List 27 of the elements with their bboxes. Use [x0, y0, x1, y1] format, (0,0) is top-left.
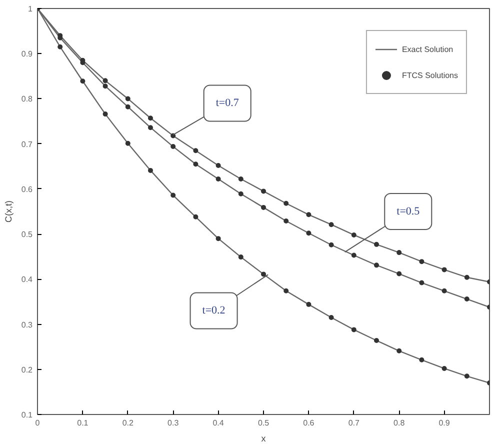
annotation: t=0.7	[216, 97, 240, 110]
x-tick-label: 0.9	[438, 418, 450, 428]
x-tick-label: 0	[35, 418, 40, 428]
x-axis-title: x	[261, 434, 266, 444]
x-tick-label: 0.4	[212, 418, 224, 428]
y-tick-label: 0.9	[21, 50, 34, 59]
x-tick-label: 0.2	[122, 418, 134, 428]
y-tick-label: 0.8	[21, 94, 34, 104]
y-tick-label: 1	[28, 4, 34, 14]
x-tick-label: 0.6	[303, 418, 315, 428]
y-axis-title: C(x,t)	[3, 200, 14, 222]
y-tick-label: 0.3	[21, 320, 34, 330]
y-tick-label: 0.4	[21, 275, 34, 284]
x-tick-label: 0.5	[258, 418, 270, 428]
y-tick-label: 0.2	[21, 365, 34, 374]
x-tick-label: 0.1	[77, 418, 89, 428]
x-tick-label: 0.8	[394, 418, 406, 428]
y-tick-label: 0.1	[21, 410, 34, 420]
legend-label: Exact Solution	[402, 44, 454, 54]
x-tick-label: 0.7	[348, 418, 360, 428]
annotation: t=0.5	[396, 206, 420, 218]
legend-label: FTCS Solutions	[402, 70, 458, 80]
y-tick-label: 0.6	[21, 184, 34, 194]
annotation: t=0.2	[202, 304, 226, 317]
x-tick-label: 0.3	[168, 418, 180, 428]
y-tick-label: 0.7	[21, 140, 34, 149]
y-tick-label: 0.5	[21, 230, 34, 240]
